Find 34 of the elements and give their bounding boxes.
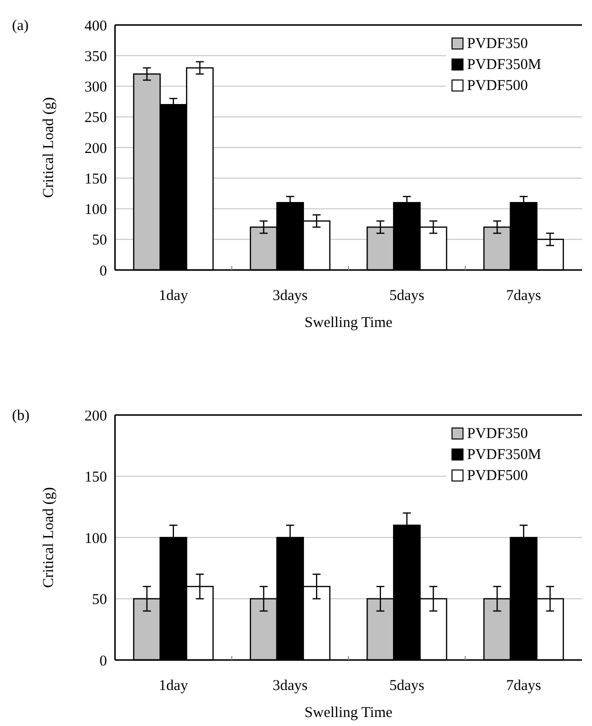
- x-axis-title: Swelling Time: [304, 315, 393, 331]
- x-tick-label: 5days: [389, 678, 425, 694]
- legend-label: PVDF500: [467, 468, 528, 484]
- legend-label: PVDF500: [467, 78, 528, 94]
- y-tick-label: 200: [84, 140, 107, 157]
- x-tick-label: 3days: [272, 288, 308, 304]
- legend-label: PVDF350: [467, 36, 528, 52]
- x-tick-label: 5days: [389, 288, 425, 304]
- y-tick-label: 300: [84, 80, 107, 96]
- x-tick-label: 7days: [506, 288, 542, 304]
- y-tick-label: 200: [84, 408, 107, 424]
- x-axis-title: Swelling Time: [304, 705, 393, 721]
- legend-label: PVDF350M: [467, 447, 542, 463]
- y-tick-label: 250: [84, 110, 107, 126]
- legend-label: PVDF350: [467, 426, 528, 442]
- y-tick-label: 100: [84, 530, 107, 547]
- y-tick-label: 0: [100, 263, 107, 280]
- y-tick-label: 150: [84, 470, 107, 486]
- y-tick-label: 350: [84, 48, 107, 65]
- x-tick-label: 7days: [506, 678, 542, 694]
- y-tick-label: 150: [84, 171, 107, 188]
- y-tick-label: 50: [92, 592, 107, 608]
- x-tick-label: 1day: [158, 678, 188, 694]
- chart-title: (a): [12, 18, 29, 34]
- chart-title: (b): [12, 408, 30, 424]
- y-tick-label: 100: [84, 202, 107, 218]
- y-axis-title: Critical Load (g): [41, 487, 57, 588]
- y-axis-title: Critical Load (g): [41, 97, 57, 198]
- y-tick-label: 0: [100, 653, 107, 670]
- x-tick-label: 3days: [272, 678, 308, 694]
- x-tick-label: 1day: [158, 288, 188, 304]
- y-tick-label: 400: [84, 18, 107, 34]
- y-tick-label: 50: [92, 232, 107, 249]
- legend-label: PVDF350M: [467, 57, 542, 73]
